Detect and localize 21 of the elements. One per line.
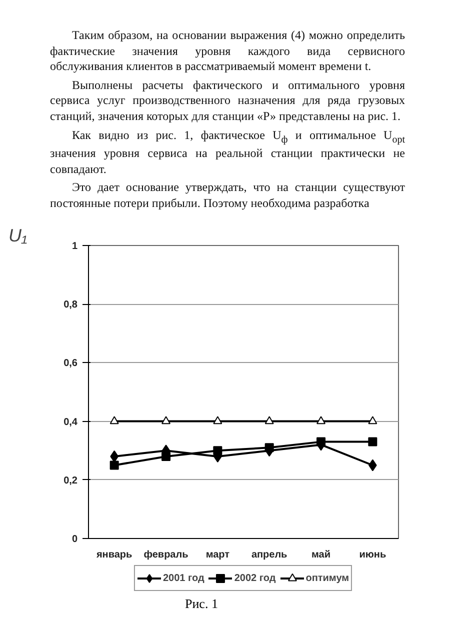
x-tick-label: февраль: [144, 550, 188, 560]
x-tick-label: апрель: [251, 550, 288, 560]
text: Рис. 1: [185, 595, 218, 613]
y-tick-label: 0,4: [64, 416, 78, 428]
legend-label: оптимум: [306, 572, 350, 584]
x-tick-label: январь: [96, 550, 132, 560]
y-tick-label: 0,8: [64, 300, 78, 311]
x-tick-label: июнь: [359, 550, 386, 560]
x-tick-label: март: [206, 550, 230, 560]
y-tick-label: 0,6: [64, 358, 78, 370]
y-axis-title: U₁: [8, 226, 28, 246]
y-tick-label: 0: [72, 534, 78, 545]
text: Это дает основание утверждать, что на станции существуют постоянные потери прибыли. Поэтому необходима разработка: [50, 180, 405, 212]
text: Как видно из рис. 1, фактическое U$_{ф}$ и оптимальное U$_{opt}$ значения уровня сервиса на реальной станции практически не совпадают.: [50, 128, 406, 178]
legend-label: 2002 год: [234, 572, 276, 584]
text: Выполнены расчеты фактического и оптимального уровня сервиса услуг производственного назначения для ряда грузовых станций, значения которых для станции «Р» представлены на рис. 1.: [50, 78, 405, 125]
x-tick-label: май: [312, 550, 330, 560]
legend-label: 2001 год: [162, 572, 204, 584]
text: Таким образом, на основании выражения (4) можно определить фактические значения уровня каждого вида сервисного обслуживания клиентов в рассматриваемый момент времени t.: [50, 28, 405, 75]
y-tick-label: 1: [72, 241, 78, 252]
y-tick-label: 0,2: [64, 475, 78, 486]
